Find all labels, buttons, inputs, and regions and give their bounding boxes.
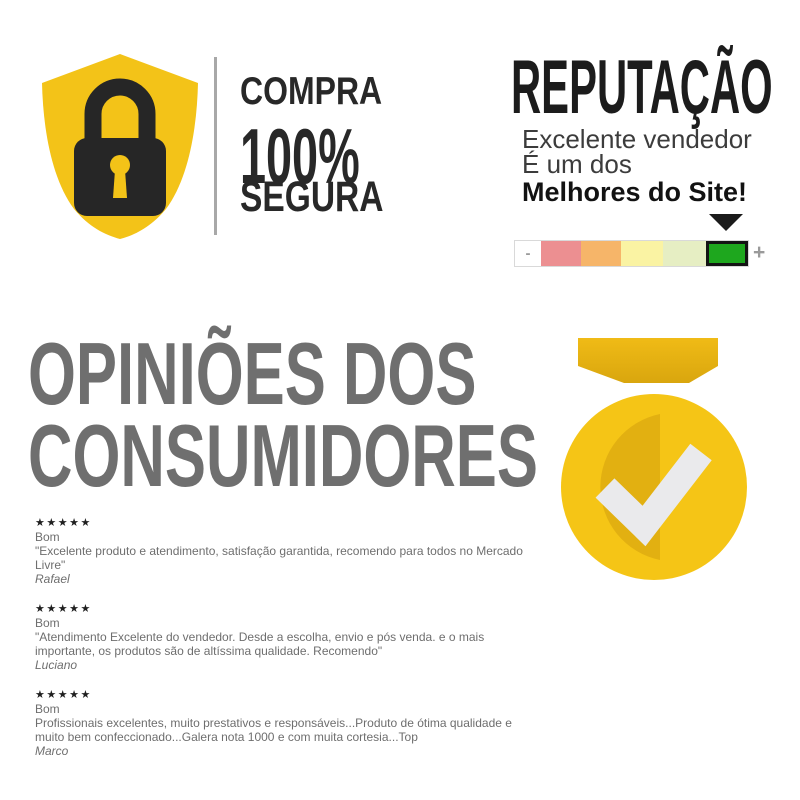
scale-segment — [706, 241, 748, 266]
reputation-marker-icon — [709, 214, 743, 231]
review-stars: ★★★★★ — [35, 517, 92, 529]
reputation-subtitle-1: Excelente vendedor — [522, 124, 752, 154]
review-item: ★★★★★ Bom "Atendimento Excelente do vend… — [35, 602, 543, 672]
review-stars: ★★★★★ — [35, 689, 92, 701]
review-rating-label: Bom — [35, 616, 60, 630]
secure-badge-line3: SEGURA — [240, 173, 384, 221]
opinions-title-line1: OPINIÕES DOS — [28, 324, 477, 423]
scale-segment: - — [515, 241, 541, 266]
padlock-shackle — [84, 78, 156, 142]
medal-checkmark-icon — [561, 338, 747, 580]
review-stars: ★★★★★ — [35, 603, 92, 615]
secure-badge-line2: 100% — [240, 112, 360, 200]
checkmark — [595, 443, 712, 547]
review-rating-label: Bom — [35, 530, 60, 544]
reputation-scale: - — [514, 240, 749, 267]
review-rating-label: Bom — [35, 702, 60, 716]
reputation-title: REPUTAÇÃO — [511, 45, 773, 130]
reputation-subtitle-2: É um dos — [522, 149, 632, 179]
scale-plus-label: + — [753, 241, 766, 264]
reviews-list: ★★★★★ Bom "Excelente produto e atendimen… — [35, 516, 543, 774]
scale-segment — [621, 241, 663, 266]
secure-shield-icon — [42, 54, 198, 239]
scale-segment — [581, 241, 621, 266]
scale-segment — [663, 241, 706, 266]
review-author: Marco — [35, 744, 69, 758]
vertical-divider — [214, 57, 217, 235]
review-item: ★★★★★ Bom "Excelente produto e atendimen… — [35, 516, 543, 586]
medal-ribbon — [578, 338, 718, 383]
review-item: ★★★★★ Bom Profissionais excelentes, muit… — [35, 688, 543, 758]
opinions-title-line2: CONSUMIDORES — [28, 406, 538, 505]
review-text: Profissionais excelentes, muito prestati… — [35, 716, 512, 744]
review-text: "Excelente produto e atendimento, satisf… — [35, 544, 523, 572]
reputation-subtitle-3: Melhores do Site! — [522, 177, 748, 207]
review-author: Rafael — [35, 572, 70, 586]
secure-badge-line1: COMPRA — [240, 70, 383, 113]
scale-segment — [541, 241, 581, 266]
review-text: "Atendimento Excelente do vendedor. Desd… — [35, 630, 485, 658]
review-author: Luciano — [35, 658, 78, 672]
